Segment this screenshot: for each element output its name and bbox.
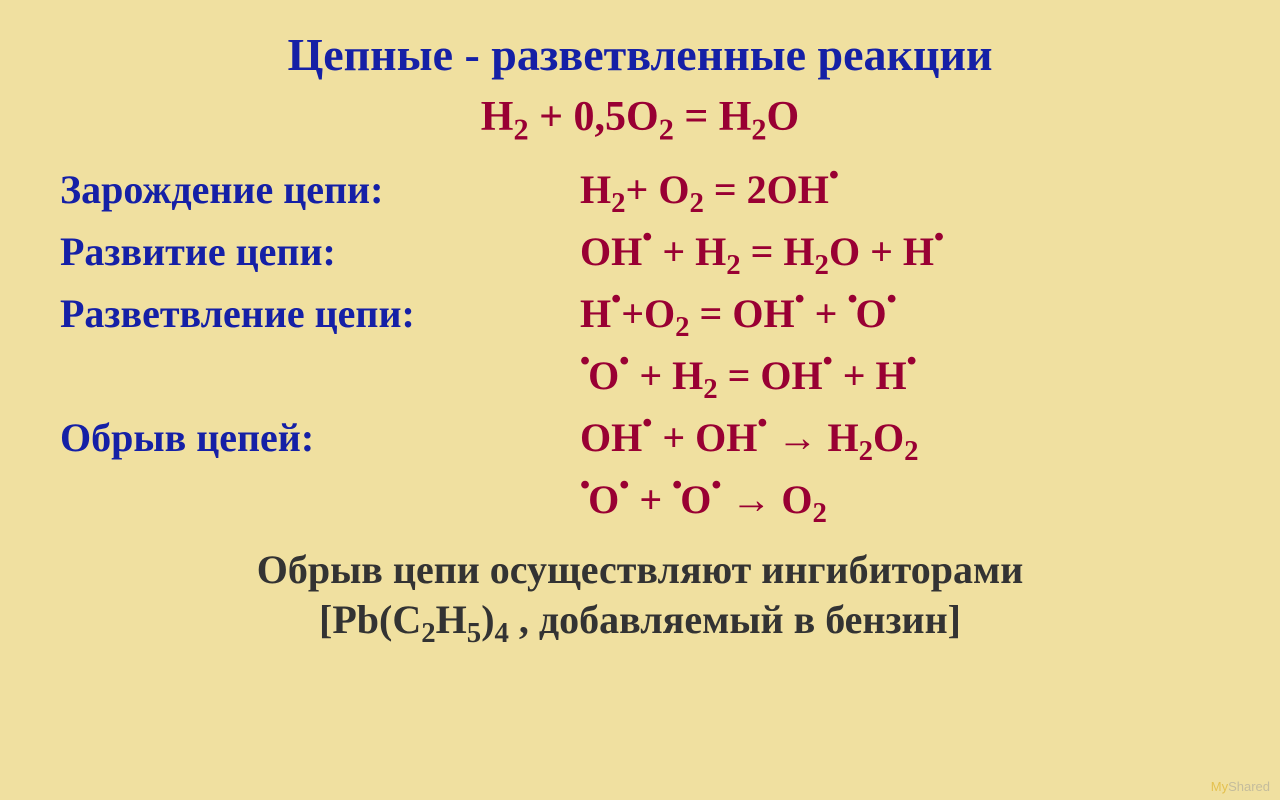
radical-dot: • bbox=[757, 407, 767, 439]
reaction-row: Разветвление цепи: H•+O2 = OH• + •O• bbox=[60, 283, 1220, 345]
stage-label: Развитие цепи: bbox=[60, 221, 580, 283]
reaction-row: Развитие цепи: OH• + H2 = H2O + H• bbox=[60, 221, 1220, 283]
radical-dot: • bbox=[611, 283, 621, 315]
eq-part: O bbox=[856, 291, 887, 336]
radical-dot: • bbox=[887, 283, 897, 315]
watermark-suffix: Shared bbox=[1228, 779, 1270, 794]
eq-sub: 2 bbox=[751, 112, 766, 146]
eq-part: O bbox=[781, 477, 812, 522]
radical-dot: • bbox=[907, 345, 917, 377]
stage-equation: H2+ O2 = 2OH• bbox=[580, 159, 1220, 221]
eq-part: → bbox=[767, 415, 827, 460]
radical-dot: • bbox=[642, 407, 652, 439]
radical-dot: • bbox=[580, 469, 590, 501]
eq-part: [Pb(C bbox=[319, 597, 421, 642]
eq-part: O bbox=[680, 477, 711, 522]
slide: Цепные - разветвленные реакции H2 + 0,5O… bbox=[0, 0, 1280, 800]
eq-sub: 2 bbox=[859, 435, 873, 467]
eq-part: = H bbox=[674, 94, 752, 140]
stage-label: Разветвление цепи: bbox=[60, 283, 580, 345]
eq-sub: 2 bbox=[659, 112, 674, 146]
eq-part: OH bbox=[580, 229, 642, 274]
eq-part: + H bbox=[833, 353, 907, 398]
eq-sub: 2 bbox=[513, 112, 528, 146]
radical-dot: • bbox=[580, 345, 590, 377]
eq-part: H bbox=[580, 291, 611, 336]
slide-title: Цепные - разветвленные реакции bbox=[60, 28, 1220, 81]
eq-sub: 2 bbox=[815, 249, 829, 281]
eq-part: +O bbox=[621, 291, 675, 336]
radical-dot: • bbox=[619, 345, 629, 377]
eq-part: OH bbox=[580, 415, 642, 460]
radical-dot: • bbox=[672, 469, 682, 501]
main-equation: H2 + 0,5O2 = H2O bbox=[60, 93, 1220, 141]
eq-part: H bbox=[827, 415, 858, 460]
eq-sub: 2 bbox=[689, 187, 703, 219]
eq-sub: 4 bbox=[495, 617, 509, 649]
radical-dot: • bbox=[847, 283, 857, 315]
eq-part: + OH bbox=[652, 415, 757, 460]
footer-line2: [Pb(C2H5)4 , добавляемый в бензин] bbox=[60, 595, 1220, 645]
stage-label: Зарождение цепи: bbox=[60, 159, 580, 221]
eq-sub: 5 bbox=[467, 617, 481, 649]
eq-sub: 2 bbox=[421, 617, 435, 649]
radical-dot: • bbox=[711, 469, 721, 501]
eq-sub: 2 bbox=[675, 311, 689, 343]
eq-part: O bbox=[588, 353, 619, 398]
watermark: MyShared bbox=[1211, 779, 1270, 794]
eq-part: O + H bbox=[829, 229, 934, 274]
eq-part: + O bbox=[626, 167, 690, 212]
reaction-row: •O• + H2 = OH• + H• bbox=[60, 345, 1220, 407]
radical-dot: • bbox=[829, 159, 839, 191]
eq-part: = OH bbox=[690, 291, 795, 336]
eq-part: H bbox=[481, 94, 514, 140]
footer-note: Обрыв цепи осуществляют ингибиторами [Pb… bbox=[60, 545, 1220, 645]
footer-line1: Обрыв цепи осуществляют ингибиторами bbox=[60, 545, 1220, 595]
eq-sub: 2 bbox=[904, 435, 918, 467]
eq-part: O bbox=[873, 415, 904, 460]
eq-part: = OH bbox=[718, 353, 823, 398]
eq-part: + H bbox=[629, 353, 703, 398]
eq-part: + bbox=[629, 477, 672, 522]
stage-equation: •O• + H2 = OH• + H• bbox=[580, 345, 1220, 407]
eq-part: O bbox=[588, 477, 619, 522]
eq-part: + H bbox=[652, 229, 726, 274]
stage-equation: OH• + OH• → H2O2 bbox=[580, 407, 1220, 469]
eq-part: → bbox=[721, 477, 781, 522]
reaction-row: Зарождение цепи: H2+ O2 = 2OH• bbox=[60, 159, 1220, 221]
reaction-row: Обрыв цепей: OH• + OH• → H2O2 bbox=[60, 407, 1220, 469]
eq-part: + bbox=[805, 291, 848, 336]
eq-sub: 2 bbox=[611, 187, 625, 219]
eq-part: = 2OH bbox=[704, 167, 829, 212]
eq-part: H bbox=[580, 167, 611, 212]
radical-dot: • bbox=[934, 221, 944, 253]
stage-label: Обрыв цепей: bbox=[60, 407, 580, 469]
radical-dot: • bbox=[642, 221, 652, 253]
watermark-prefix: My bbox=[1211, 779, 1228, 794]
eq-part: O bbox=[767, 94, 800, 140]
reaction-row: •O• + •O• → O2 bbox=[60, 469, 1220, 531]
stage-equation: •O• + •O• → O2 bbox=[580, 469, 1220, 531]
radical-dot: • bbox=[795, 283, 805, 315]
stage-equation: H•+O2 = OH• + •O• bbox=[580, 283, 1220, 345]
eq-part: H bbox=[436, 597, 467, 642]
title-text: Цепные - разветвленные реакции bbox=[287, 29, 992, 80]
radical-dot: • bbox=[619, 469, 629, 501]
eq-part: , добавляемый в бензин] bbox=[509, 597, 961, 642]
eq-sub: 2 bbox=[726, 249, 740, 281]
eq-part: = H bbox=[741, 229, 815, 274]
eq-part: + 0,5O bbox=[529, 94, 659, 140]
eq-sub: 2 bbox=[703, 373, 717, 405]
eq-part: ) bbox=[481, 597, 494, 642]
eq-sub: 2 bbox=[813, 497, 827, 529]
radical-dot: • bbox=[823, 345, 833, 377]
stage-equation: OH• + H2 = H2O + H• bbox=[580, 221, 1220, 283]
